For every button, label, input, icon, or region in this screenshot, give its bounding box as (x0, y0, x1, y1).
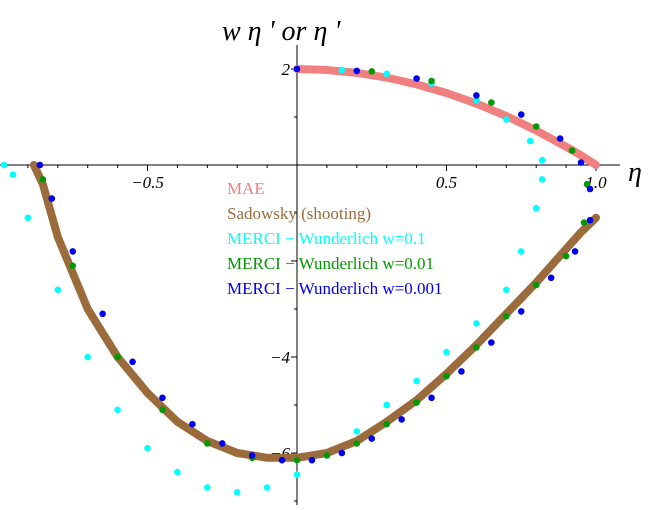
data-point (69, 248, 77, 255)
y-tick-label: −4 (270, 348, 290, 367)
data-point (99, 310, 106, 318)
data-point (24, 214, 32, 222)
data-point (428, 394, 435, 402)
data-point (293, 456, 301, 464)
data-point (503, 312, 510, 320)
series-line (293, 65, 600, 169)
data-point (233, 489, 241, 496)
series-5 (36, 65, 594, 464)
data-point (538, 176, 546, 183)
legend-entry: MERCI − Wunderlich w=0.001 (227, 279, 443, 298)
data-point (488, 339, 495, 346)
data-point (84, 353, 91, 361)
data-point (189, 420, 196, 428)
data-point (69, 262, 77, 270)
data-point (488, 99, 495, 106)
data-point (503, 116, 510, 123)
data-point (428, 77, 435, 85)
data-point (562, 252, 570, 260)
data-point (114, 353, 121, 361)
y-axis-title: w η ' or η ' (222, 16, 341, 47)
data-point (580, 219, 588, 226)
data-point (517, 308, 525, 315)
data-point (9, 171, 17, 178)
x-tick-label: 0.5 (436, 173, 457, 192)
data-point (293, 471, 301, 478)
data-point (308, 456, 316, 464)
data-point (586, 185, 594, 193)
data-point (398, 416, 405, 423)
data-point (586, 216, 594, 224)
data-point (54, 286, 62, 294)
legend-entry: MAE (227, 179, 265, 198)
data-point (538, 156, 546, 164)
data-point (0, 161, 8, 169)
data-point (583, 180, 591, 188)
data-point (517, 111, 525, 118)
data-point (114, 406, 121, 414)
data-point (532, 281, 540, 289)
data-point (458, 368, 465, 375)
legend-entry: Sadowsky (shooting) (227, 204, 371, 223)
data-point (204, 440, 211, 447)
data-point (413, 399, 420, 406)
data-point (443, 348, 450, 356)
data-point (473, 320, 480, 327)
data-point (532, 204, 540, 212)
data-point (353, 428, 361, 435)
series-layer (0, 65, 600, 496)
data-point (338, 66, 346, 74)
y-tick-label: 2 (282, 60, 291, 79)
data-point (278, 456, 286, 464)
legend-entry: MERCI − Wunderlich w=0.1 (227, 229, 426, 248)
data-point (383, 401, 391, 409)
data-point (571, 248, 579, 255)
data-point (159, 406, 166, 414)
data-point (204, 484, 211, 491)
data-point (36, 161, 44, 169)
data-point (48, 195, 56, 202)
data-point (368, 435, 376, 442)
data-point (174, 468, 181, 476)
data-point (368, 68, 376, 75)
data-point (443, 372, 450, 380)
data-point (556, 135, 564, 142)
data-point (503, 286, 510, 294)
data-point (263, 484, 271, 491)
data-point (517, 248, 525, 255)
data-point (39, 176, 47, 183)
x-axis-title: η (628, 157, 642, 188)
data-point (353, 67, 361, 75)
legend: MAE Sadowsky (shooting) MERCI − Wunderlich… (227, 179, 443, 298)
data-point (473, 92, 480, 99)
data-point (323, 452, 331, 459)
data-point (526, 137, 534, 145)
data-point (383, 420, 391, 428)
data-point (338, 449, 346, 457)
data-point (473, 344, 480, 351)
data-point (413, 377, 420, 385)
data-point (144, 444, 151, 452)
data-point (248, 452, 256, 459)
data-point (353, 440, 361, 447)
data-point (293, 65, 301, 73)
data-point (129, 358, 136, 366)
data-point (577, 159, 585, 166)
series-1 (293, 65, 600, 169)
axes: −0.5 0.5 1.02−4−6 (0, 45, 620, 505)
data-point (159, 394, 166, 402)
data-point (413, 75, 420, 82)
x-tick-label: −0.5 (131, 173, 164, 192)
data-point (532, 123, 540, 130)
legend-entry: MERCI − Wunderlich w=0.01 (227, 254, 434, 273)
data-point (568, 147, 576, 154)
data-point (547, 274, 555, 282)
data-point (383, 70, 391, 78)
data-point (473, 96, 480, 104)
data-point (218, 440, 226, 447)
